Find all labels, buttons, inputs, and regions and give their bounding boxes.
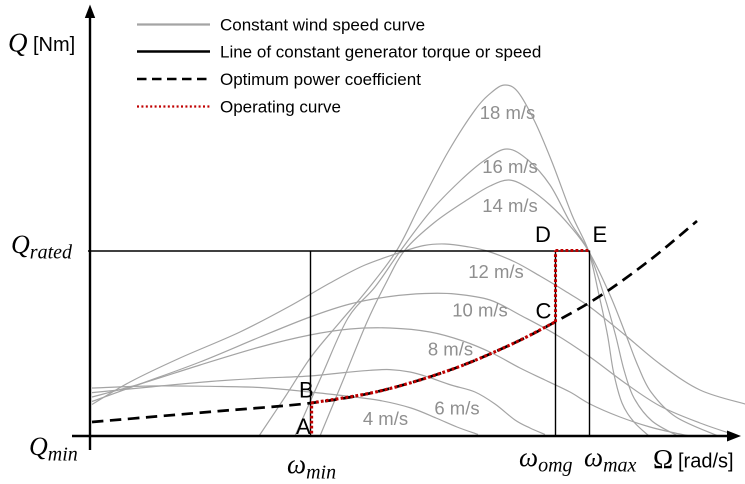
svg-text:A: A: [296, 414, 311, 439]
svg-text:Optimum power coefficient: Optimum power coefficient: [220, 70, 421, 89]
svg-text:8 m/s: 8 m/s: [428, 339, 473, 360]
svg-text:10 m/s: 10 m/s: [452, 300, 508, 321]
svg-text:12 m/s: 12 m/s: [468, 261, 524, 282]
svg-text:18 m/s: 18 m/s: [480, 102, 536, 123]
svg-text:Constant wind speed curve: Constant wind speed curve: [220, 16, 425, 35]
svg-text:16 m/s: 16 m/s: [482, 156, 538, 177]
svg-text:Operating curve: Operating curve: [220, 98, 341, 117]
svg-text:Q: Q: [8, 28, 28, 58]
svg-text:4 m/s: 4 m/s: [363, 408, 408, 429]
svg-text:E: E: [593, 222, 608, 247]
svg-text:B: B: [299, 378, 314, 403]
svg-text:6 m/s: 6 m/s: [434, 398, 479, 419]
svg-text:Ω: Ω: [653, 444, 673, 474]
svg-text:14 m/s: 14 m/s: [482, 195, 538, 216]
svg-text:[rad/s]: [rad/s]: [678, 451, 734, 473]
svg-text:Line of constant generator tor: Line of constant generator torque or spe…: [220, 43, 541, 62]
svg-text:D: D: [535, 222, 551, 247]
svg-text:C: C: [536, 299, 552, 324]
svg-text:[Nm]: [Nm]: [33, 34, 75, 56]
